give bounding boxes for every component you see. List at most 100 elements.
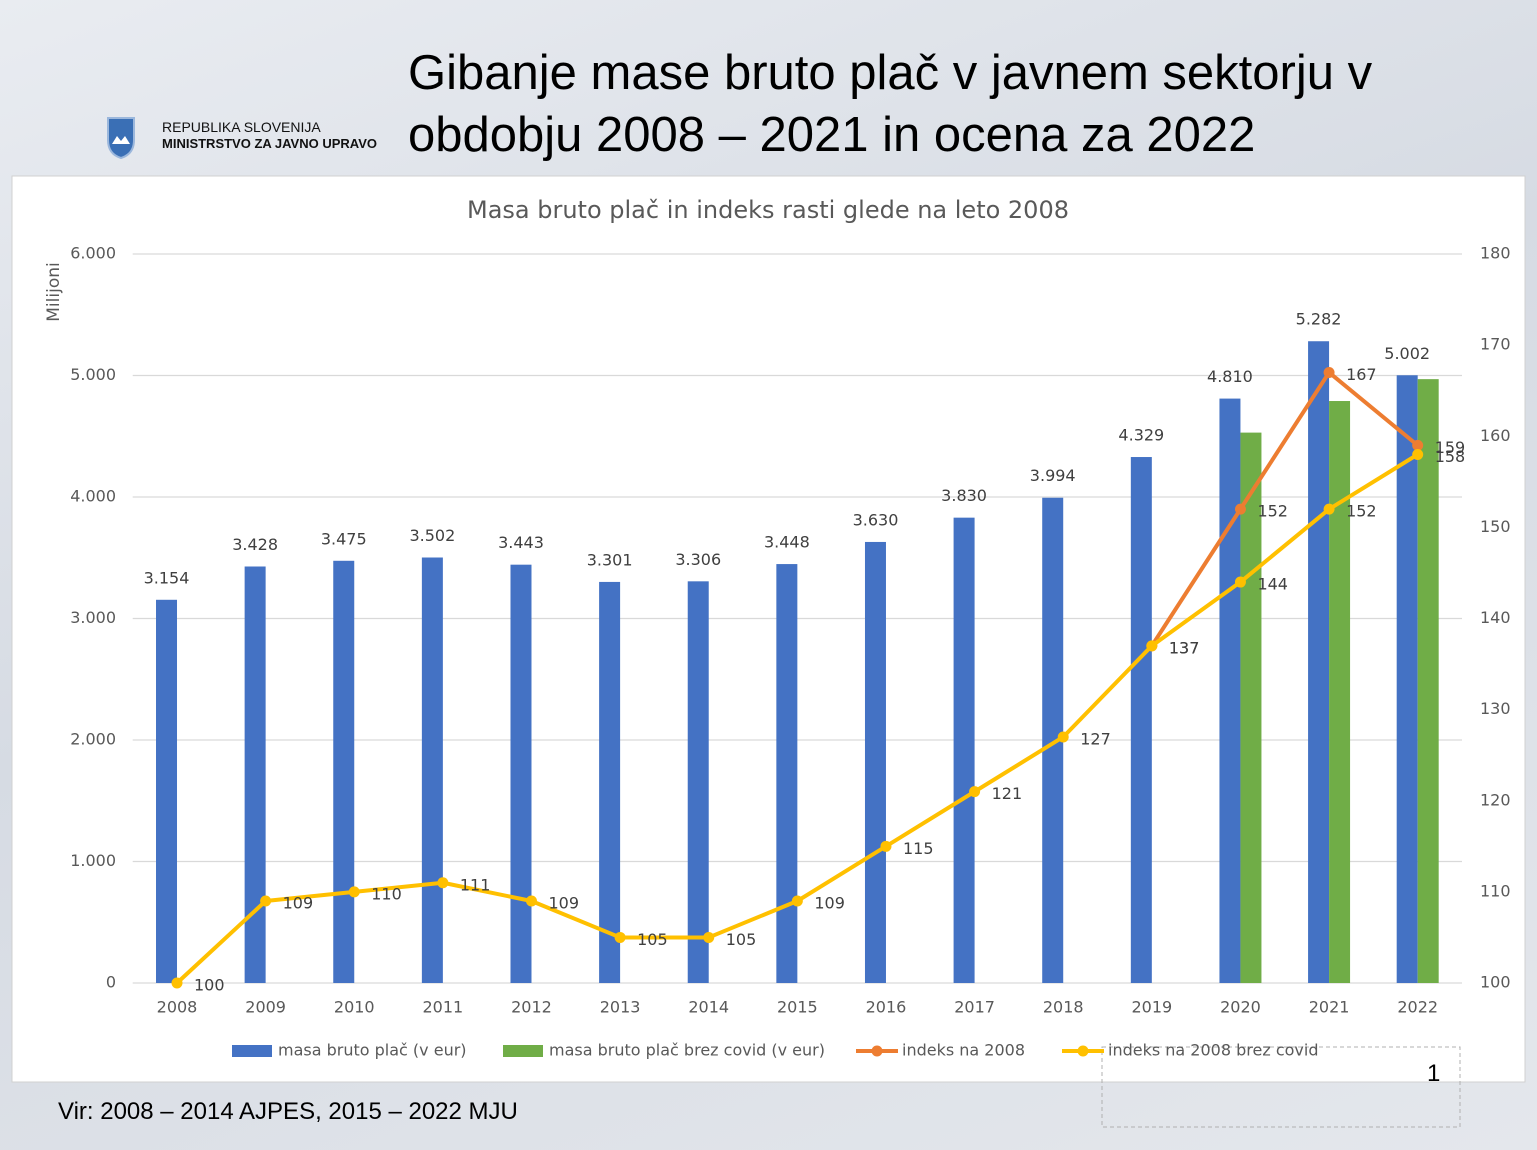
x-tick-label: 2013 [600, 998, 641, 1017]
logo [107, 117, 135, 160]
bar [1130, 457, 1152, 983]
x-tick-label: 2009 [245, 998, 286, 1017]
legend-label: indeks na 2008 [902, 1041, 1025, 1060]
x-tick-label: 2021 [1309, 998, 1350, 1017]
x-tick-label: 2014 [688, 998, 729, 1017]
bar [1396, 375, 1418, 984]
y2-tick-label: 120 [1480, 790, 1511, 809]
data-label: 137 [1169, 638, 1200, 657]
data-label: 4.329 [1118, 426, 1164, 445]
data-label: 3.443 [498, 533, 544, 552]
legend-label: indeks na 2008 brez covid [1108, 1041, 1318, 1060]
bar [1308, 341, 1330, 983]
data-label: 127 [1080, 729, 1111, 748]
data-label: 109 [548, 893, 579, 912]
bar [421, 557, 443, 983]
bar [776, 564, 798, 983]
x-tick-label: 2016 [866, 998, 907, 1017]
y2-tick-label: 130 [1480, 699, 1511, 718]
y-tick-label: 0 [106, 973, 116, 992]
line-marker [260, 895, 272, 907]
data-label: 3.301 [587, 550, 633, 569]
bar [1329, 401, 1351, 983]
data-label: 5.002 [1384, 344, 1430, 363]
line-marker [171, 977, 183, 989]
data-label: 159 [1435, 438, 1466, 457]
line-marker [1057, 731, 1069, 743]
line-marker [1234, 503, 1246, 515]
legend-swatch [1077, 1045, 1089, 1057]
line-marker [1412, 448, 1424, 460]
line-marker [614, 931, 626, 943]
x-tick-label: 2019 [1131, 998, 1172, 1017]
data-label: 167 [1346, 365, 1377, 384]
data-label: 3.154 [144, 568, 190, 587]
line [1150, 370, 1419, 647]
y-tick-label: 2.000 [70, 730, 116, 749]
data-label: 3.428 [232, 535, 278, 554]
y-tick-label: 4.000 [70, 487, 116, 506]
bar [1417, 379, 1439, 983]
data-label: 3.630 [853, 510, 899, 529]
data-label: 111 [460, 875, 491, 894]
data-label: 105 [726, 930, 757, 949]
data-label: 3.830 [941, 486, 987, 505]
data-label: 5.282 [1296, 310, 1342, 329]
x-tick-label: 2011 [423, 998, 464, 1017]
bar [244, 566, 266, 983]
line-marker [880, 840, 892, 852]
y2-tick-label: 140 [1480, 608, 1511, 627]
bar [687, 581, 709, 983]
bar [864, 541, 886, 983]
bar [510, 564, 532, 983]
legend-swatch [503, 1045, 543, 1057]
data-label: 3.475 [321, 529, 367, 548]
data-label: 152 [1257, 502, 1288, 521]
source-note: Vir: 2008 – 2014 AJPES, 2015 – 2022 MJU [58, 1098, 518, 1125]
line-marker [969, 786, 981, 798]
data-label: 4.810 [1207, 367, 1253, 386]
legend-label: masa bruto plač (v eur) [278, 1041, 467, 1060]
slide-title: Gibanje mase bruto plač v javnem sektorj… [408, 46, 1373, 162]
y-tick-label: 5.000 [70, 365, 116, 384]
x-tick-label: 2017 [954, 998, 995, 1017]
line-marker [1146, 640, 1158, 652]
org-line: REPUBLIKA SLOVENIJA [162, 119, 321, 135]
y2-tick-label: 110 [1480, 881, 1511, 900]
x-tick-label: 2022 [1397, 998, 1438, 1017]
y-axis-label: Milijoni [44, 262, 64, 321]
line-marker [1234, 576, 1246, 588]
y2-tick-label: 150 [1480, 517, 1511, 536]
data-label: 3.994 [1030, 466, 1076, 485]
legend-label: masa bruto plač brez covid (v eur) [549, 1041, 825, 1060]
data-label: 109 [814, 893, 845, 912]
y2-tick-label: 100 [1480, 973, 1511, 992]
y-tick-label: 3.000 [70, 608, 116, 627]
data-label: 152 [1346, 502, 1377, 521]
data-label: 3.306 [675, 550, 721, 569]
chart-title: Masa bruto plač in indeks rasti glede na… [467, 196, 1069, 224]
page-number: 1 [1427, 1060, 1441, 1087]
data-label: 105 [637, 930, 668, 949]
data-label: 137 [1169, 638, 1200, 657]
y2-tick-label: 180 [1480, 244, 1511, 263]
y-tick-label: 6.000 [70, 244, 116, 263]
y2-tick-label: 170 [1480, 335, 1511, 354]
data-label: 158 [1435, 447, 1466, 466]
legend-swatch [871, 1045, 883, 1057]
data-label: 121 [992, 784, 1023, 803]
data-label: 109 [283, 893, 314, 912]
line-marker [791, 895, 803, 907]
data-label: 144 [1257, 575, 1288, 594]
x-tick-label: 2012 [511, 998, 552, 1017]
x-tick-label: 2018 [1043, 998, 1084, 1017]
line-marker [437, 877, 449, 889]
bar [156, 599, 178, 983]
line-marker [348, 886, 360, 898]
x-tick-label: 2010 [334, 998, 375, 1017]
line-marker [1323, 366, 1335, 378]
bar [953, 517, 975, 983]
data-label: 3.502 [409, 526, 455, 545]
